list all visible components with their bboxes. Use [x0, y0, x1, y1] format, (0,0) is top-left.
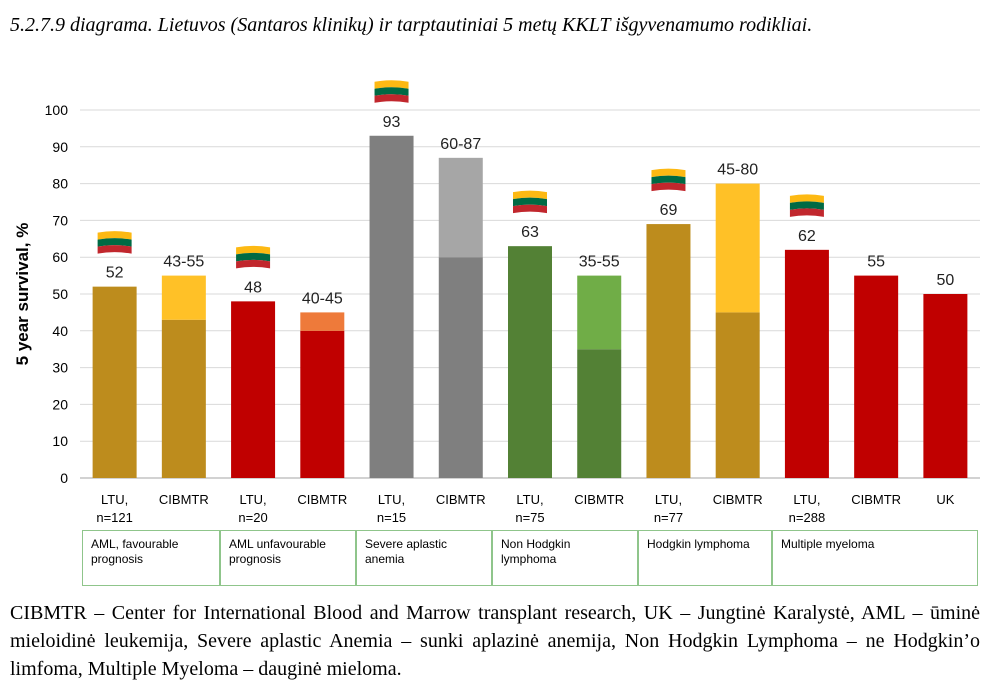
bar: [646, 224, 691, 478]
y-tick-label: 50: [52, 286, 68, 302]
lithuania-flag-icon: [374, 80, 409, 103]
y-tick-label: 30: [52, 360, 68, 376]
group-label-multiple-myeloma: Multiple myeloma: [772, 530, 978, 586]
bar: [923, 294, 968, 478]
data-label: 60-87: [440, 136, 481, 153]
y-tick-label: 20: [52, 396, 68, 412]
x-tick-label: n=15: [377, 510, 406, 525]
x-tick-label: n=75: [515, 510, 544, 525]
x-tick-label: CIBMTR: [297, 492, 347, 507]
bar: [369, 135, 414, 478]
x-tick-label: LTU,: [239, 492, 266, 507]
data-label: 40-45: [302, 290, 343, 307]
x-tick-label: CIBMTR: [436, 492, 486, 507]
lithuania-flag-icon: [789, 194, 824, 217]
bar: [231, 301, 276, 478]
x-tick-label: n=77: [654, 510, 683, 525]
y-tick-label: 60: [52, 249, 68, 265]
x-tick-label: LTU,: [101, 492, 128, 507]
x-tick-label: n=288: [789, 510, 826, 525]
bar: [784, 249, 829, 478]
bar-range: [715, 183, 760, 313]
group-label-aml-favourable: AML, favourable prognosis: [82, 530, 220, 586]
data-label: 35-55: [579, 254, 620, 271]
x-tick-label: LTU,: [516, 492, 543, 507]
x-tick-label: CIBMTR: [574, 492, 624, 507]
bar-lower-bound: [438, 257, 483, 478]
x-tick-label: UK: [936, 492, 954, 507]
x-tick-label: n=20: [238, 510, 267, 525]
footnote: CIBMTR – Center for International Blood …: [10, 602, 980, 680]
x-tick-label: n=121: [96, 510, 133, 525]
data-label: 48: [244, 279, 262, 296]
x-tick-label: CIBMTR: [851, 492, 901, 507]
x-tick-label: LTU,: [655, 492, 682, 507]
bar-range: [577, 275, 622, 350]
data-label: 55: [867, 254, 885, 271]
bar-lower-bound: [715, 312, 760, 478]
bar-range: [438, 157, 483, 258]
lithuania-flag-icon: [97, 231, 132, 254]
bar-range: [161, 275, 206, 320]
data-label: 63: [521, 224, 539, 241]
y-tick-label: 10: [52, 433, 68, 449]
data-label: 62: [798, 228, 816, 245]
data-label: 45-80: [717, 162, 758, 179]
data-label: 52: [106, 265, 124, 282]
survival-bar-chart: 0 10 20 30 40 50 60 70 80 90 100 5 year survival, %…: [13, 80, 980, 525]
bar: [508, 246, 552, 478]
group-label-non-hodgkin-lymphoma: Non Hodgkin lymphoma: [492, 530, 638, 586]
data-label: 93: [383, 114, 401, 131]
y-tick-label: 70: [52, 212, 68, 228]
bar: [854, 275, 899, 478]
group-label-severe-aplastic-anemia: Severe aplastic anemia: [356, 530, 492, 586]
x-tick-label: CIBMTR: [159, 492, 209, 507]
y-tick-label: 40: [52, 323, 68, 339]
lithuania-flag-icon: [651, 168, 686, 192]
y-tick-label: 80: [52, 176, 68, 192]
x-tick-label: LTU,: [378, 492, 405, 507]
group-label-aml-unfavourable: AML unfavourable prognosis: [220, 530, 356, 586]
y-tick-label: 90: [52, 139, 68, 155]
bar-lower-bound: [577, 349, 622, 478]
x-tick-label: LTU,: [793, 492, 820, 507]
data-label: 69: [660, 202, 678, 219]
lithuania-flag-icon: [236, 245, 271, 269]
y-tick-label: 0: [60, 470, 68, 486]
bar-lower-bound: [161, 319, 206, 478]
data-label: 43-55: [163, 254, 204, 271]
bar: [92, 286, 137, 478]
data-label: 50: [936, 272, 954, 289]
y-axis-label: 5 year survival, %: [13, 223, 32, 366]
y-tick-label: 100: [45, 102, 69, 118]
group-label-hodgkin-lymphoma: Hodgkin lymphoma: [638, 530, 772, 586]
chart-title: 5.2.7.9 diagrama. Lietuvos (Santaros kli…: [10, 14, 813, 36]
lithuania-flag-icon: [513, 190, 547, 214]
x-tick-label: CIBMTR: [713, 492, 763, 507]
bar-lower-bound: [300, 330, 345, 478]
bar-range: [300, 312, 345, 331]
